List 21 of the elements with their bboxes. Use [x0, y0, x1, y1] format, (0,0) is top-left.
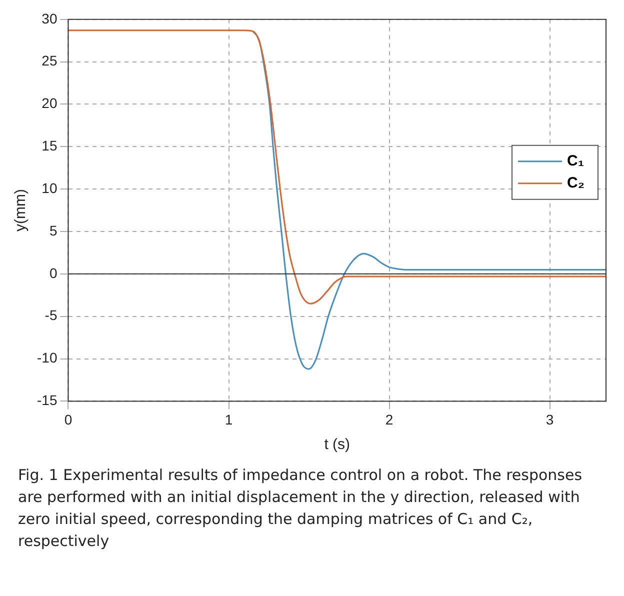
y-tick-label: -15: [37, 392, 58, 408]
y-tick-label: 0: [49, 264, 58, 281]
y-tick-label: 20: [42, 95, 58, 112]
y-tick-label: -5: [44, 307, 58, 324]
x-tick-label: 2: [385, 411, 394, 428]
y-axis-title: y(mm): [12, 189, 30, 232]
y-tick-label: -10: [37, 350, 58, 366]
x-tick-label: 1: [224, 411, 233, 428]
legend-label: C₂: [567, 174, 584, 192]
x-tick-label: 0: [64, 411, 72, 428]
y-tick-label: 25: [42, 52, 58, 69]
line-series: [252, 30, 606, 370]
y-tick-label: 10: [42, 180, 58, 196]
legend-label: C₁: [567, 152, 584, 170]
caption: Fig. 1 Experimental results of impedance control on a robot. The responses are performed with an initial displacement in the y direction, released with zero initial speed, corresponding the damping matrices of C₁ and C₂, respectively: [17, 465, 584, 552]
x-axis-title: t (s): [324, 436, 350, 454]
x-tick-label: 3: [546, 411, 554, 428]
y-tick-label: 15: [42, 138, 58, 154]
y-tick-label: 30: [42, 10, 58, 26]
y-tick-label: 5: [49, 222, 58, 238]
line-series: [68, 30, 606, 304]
